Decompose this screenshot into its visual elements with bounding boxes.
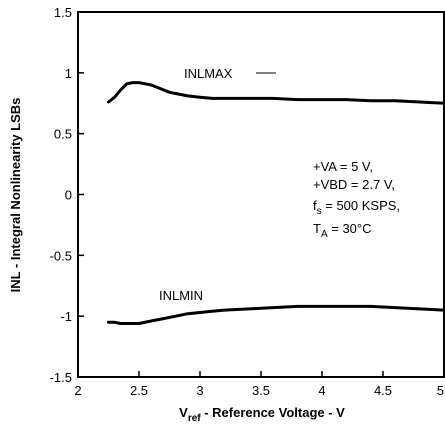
x-tick-label: 2	[74, 383, 81, 398]
series-line-inlmax	[107, 81, 445, 105]
condition-vbd: +VBD = 2.7 V,	[313, 177, 395, 192]
x-tick-label: 3.5	[252, 383, 270, 398]
x-axis-title-main: V	[179, 405, 188, 420]
condition-ta-rest: = 30°C	[328, 221, 372, 236]
y-tick-label: -0.5	[50, 248, 72, 263]
y-axis-title: INL - Integral Nonlinearity LSBs	[8, 98, 23, 293]
x-tick-label: 4	[318, 383, 325, 398]
x-axis-title-sub: ref	[188, 413, 201, 424]
condition-va: +VA = 5 V,	[313, 159, 373, 174]
x-axis-title-rest: - Reference Voltage - V	[201, 405, 346, 420]
x-axis-ticks: 2 2.5 3 3.5 4 4.5 5	[74, 371, 445, 398]
inlmax-label: INLMAX	[184, 66, 233, 81]
x-tick-label: 2.5	[130, 383, 148, 398]
y-tick-label: 0	[65, 188, 72, 203]
y-tick-label: -1.5	[50, 370, 72, 385]
condition-fs-rest: = 500 KSPS,	[322, 198, 400, 213]
x-tick-label: 4.5	[374, 383, 392, 398]
series-line-inlmin	[107, 304, 445, 325]
condition-fs-main: f	[313, 198, 317, 213]
y-tick-label: 0.5	[54, 127, 72, 142]
condition-fs: fs = 500 KSPS,	[313, 198, 400, 217]
y-tick-label: 1.5	[54, 5, 72, 20]
x-tick-label: 5	[437, 383, 444, 398]
y-axis-ticks: 1.5 1 0.5 0 -0.5 -1 -1.5	[50, 5, 84, 385]
x-axis-title: Vref - Reference Voltage - V	[179, 405, 345, 424]
condition-ta-sub: A	[321, 229, 328, 240]
x-tick-label: 3	[196, 383, 203, 398]
condition-ta: TA = 30°C	[313, 221, 372, 240]
condition-ta-main: T	[313, 221, 321, 236]
inlmin-label: INLMIN	[159, 288, 203, 303]
y-tick-label: 1	[65, 66, 72, 81]
series-layer	[107, 81, 445, 325]
y-tick-label: -1	[60, 309, 72, 324]
condition-fs-sub: s	[317, 206, 322, 217]
